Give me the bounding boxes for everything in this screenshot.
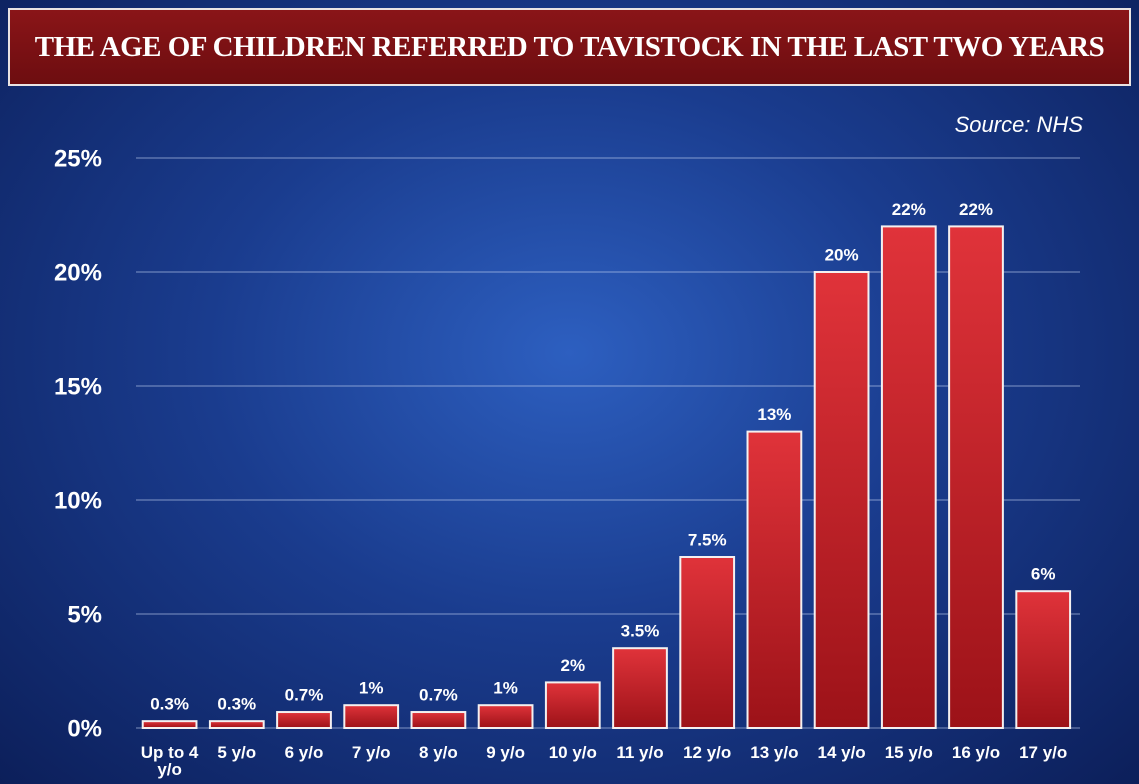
bar [276, 711, 332, 729]
y-tick-label: 0% [67, 715, 102, 742]
x-tick-label: 9 y/o [486, 743, 525, 762]
x-tick-label: 13 y/o [750, 743, 799, 762]
x-tick-label: 16 y/o [951, 743, 1001, 762]
value-label: 1% [493, 679, 518, 698]
x-tick-label: 8 y/o [419, 743, 458, 762]
x-tick-label: 5 y/o [217, 743, 257, 762]
value-label: 1% [359, 679, 384, 698]
value-label: 6% [1031, 565, 1056, 584]
x-tick-label: 15 y/o [884, 743, 933, 762]
value-label: 7.5% [688, 530, 727, 549]
chart-title: THE AGE OF CHILDREN REFERRED TO TAVISTOC… [8, 8, 1131, 86]
bar [544, 681, 601, 730]
x-tick-label: 17 y/o [1019, 743, 1068, 762]
bar [612, 647, 668, 730]
y-tick-label: 20% [54, 259, 102, 286]
bar [746, 430, 803, 729]
y-tick-label: 15% [54, 373, 102, 400]
source-note: Source: NHS [954, 112, 1083, 137]
value-label: 0.7% [285, 686, 324, 705]
value-label: 22% [959, 200, 993, 219]
x-tick-label: 10 y/o [548, 743, 597, 762]
y-tick-label: 10% [54, 487, 102, 514]
value-label: 3.5% [621, 622, 660, 641]
x-tick-label: 14 y/o [817, 743, 866, 762]
bar [1015, 590, 1072, 730]
y-tick-label: 5% [67, 601, 102, 628]
bar [880, 225, 937, 729]
x-tick-label: Up to 4 y/o [140, 743, 199, 779]
value-label: 0.3% [150, 695, 189, 714]
value-label: 22% [892, 200, 926, 219]
value-label: 0.3% [217, 695, 256, 714]
value-label: 2% [561, 656, 586, 675]
bar [208, 720, 265, 729]
bar [948, 225, 1004, 729]
value-label: 0.7% [419, 686, 458, 705]
bar [813, 271, 870, 729]
y-tick-label: 25% [54, 145, 102, 172]
bar [141, 720, 198, 729]
x-tick-label: 11 y/o [616, 743, 664, 762]
x-tick-label: 6 y/o [284, 743, 324, 762]
x-tick-label: 12 y/o [683, 743, 732, 762]
bar [477, 704, 534, 730]
bar [410, 711, 467, 729]
value-label: 20% [825, 245, 859, 264]
value-label: 13% [757, 405, 791, 424]
bar [679, 556, 736, 729]
bar [343, 704, 400, 730]
x-tick-label: 7 y/o [351, 743, 391, 762]
